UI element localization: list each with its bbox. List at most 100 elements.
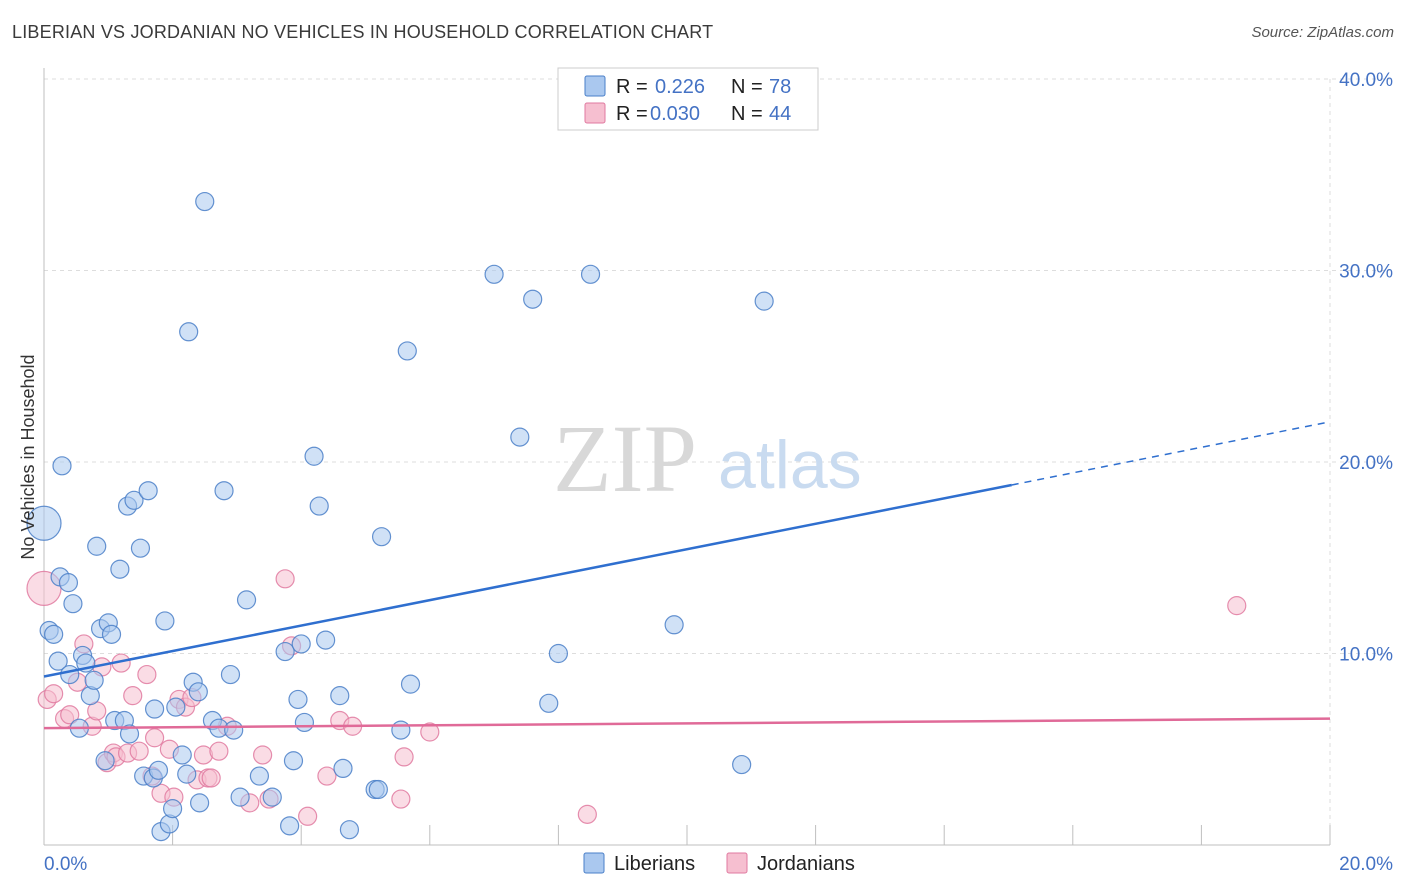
liberian-point-20 (110, 559, 130, 579)
legend-r-label-jordanian: R = (616, 103, 648, 125)
series-label-jordanians: Jordanians (757, 853, 855, 875)
x-tick-label-0: 0.0% (44, 854, 87, 875)
liberian-point-6 (58, 573, 79, 593)
series-swatch-jordanians (726, 852, 748, 874)
liberian-point-60 (316, 630, 336, 650)
liberian-point-0 (26, 505, 62, 541)
liberian-point-8 (60, 664, 80, 685)
liberian-point-54 (283, 751, 304, 771)
jordanian-point-44 (577, 804, 597, 824)
liberian-point-71 (510, 427, 530, 447)
liberian-point-61 (330, 686, 350, 706)
liberian-point-7 (63, 594, 83, 614)
liberian-point-18 (101, 624, 122, 644)
jordanian-point-17 (137, 664, 157, 685)
liberian-point-70 (484, 264, 504, 284)
liberian-point-40 (188, 682, 208, 702)
liberian-point-65 (368, 779, 388, 800)
liberian-point-49 (236, 590, 257, 610)
jordanian-point-16 (129, 741, 149, 761)
x-tick-label-1: 20.0% (1339, 854, 1393, 875)
liberian-point-78 (754, 291, 774, 311)
legend-n-label-jordanian: N = (731, 103, 763, 125)
liberian-point-75 (580, 264, 601, 284)
jordanian-point-4 (60, 705, 80, 725)
jordanian-point-38 (317, 766, 337, 786)
liberian-point-73 (539, 693, 559, 713)
liberian-point-67 (391, 720, 411, 740)
legend-r-value-jordanian: 0.030 (650, 103, 700, 125)
jordanian-point-41 (391, 789, 411, 809)
liberian-point-46 (220, 664, 241, 685)
liberian-point-63 (339, 820, 360, 840)
liberian-point-72 (523, 289, 543, 309)
legend-n-value-jordanian: 44 (769, 103, 791, 125)
liberian-point-74 (548, 643, 569, 664)
jordanian-point-15 (123, 686, 143, 706)
legend-swatch-liberian (584, 75, 606, 97)
jordanian-point-45 (1227, 596, 1247, 616)
jordanian-point-35 (275, 569, 295, 589)
y-tick-label-3: 40.0% (1339, 70, 1393, 91)
legend-n-label-liberian: N = (731, 76, 763, 98)
series-swatch-liberians (583, 852, 605, 874)
y-tick-label-2: 30.0% (1339, 262, 1393, 283)
liberian-point-45 (214, 481, 234, 501)
liberian-point-55 (288, 689, 308, 710)
liberian-point-4 (48, 651, 68, 671)
legend-r-label-liberian: R = (616, 76, 648, 98)
liberian-point-1 (52, 456, 72, 476)
liberian-point-62 (333, 758, 353, 779)
liberian-point-41 (190, 793, 210, 813)
legend-r-value-liberian: 0.226 (655, 76, 705, 98)
liberian-point-51 (262, 787, 282, 807)
liberian-point-30 (148, 760, 169, 780)
jordanian-point-19 (144, 728, 165, 748)
chart-title: LIBERIAN VS JORDANIAN NO VEHICLES IN HOU… (12, 22, 714, 42)
liberian-point-50 (249, 766, 270, 786)
axes (43, 68, 1331, 846)
jordanian-point-42 (394, 747, 414, 767)
liberian-point-37 (177, 764, 197, 784)
liberian-point-69 (400, 674, 421, 694)
y-tick-label-1: 20.0% (1339, 453, 1393, 474)
liberian-point-34 (163, 799, 183, 819)
trend-lines (43, 421, 1331, 730)
jordanian-point-29 (201, 768, 221, 788)
jordanian-points (26, 569, 1247, 826)
liberian-point-14 (87, 536, 107, 556)
liberian-point-66 (371, 527, 392, 547)
liberian-point-24 (124, 490, 144, 510)
legend-swatch-jordanian (584, 102, 606, 124)
liberian-point-38 (179, 322, 199, 342)
liberian-point-27 (138, 481, 158, 501)
liberian-point-29 (144, 699, 165, 719)
grid-lines (44, 78, 1390, 845)
jordanian-point-43 (420, 722, 440, 742)
jordanian-point-37 (298, 806, 318, 826)
legend-n-value-liberian: 78 (769, 76, 791, 98)
y-tick-label-0: 10.0% (1339, 645, 1393, 666)
liberian-point-48 (230, 787, 250, 807)
liberian-point-76 (664, 615, 684, 635)
series-label-liberians: Liberians (614, 853, 695, 875)
jordanian-trend-line (43, 717, 1331, 730)
liberian-points (26, 191, 774, 842)
tick-labels: 10.0% 20.0% 30.0% 40.0% 0.0% 20.0% (44, 70, 1393, 875)
liberian-point-57 (294, 712, 315, 733)
liberian-point-42 (195, 191, 215, 212)
liberian-point-58 (304, 446, 324, 466)
liberian-point-3 (44, 624, 64, 644)
liberian-point-35 (166, 697, 186, 717)
liberian-point-53 (280, 816, 300, 836)
liberian-point-68 (397, 341, 417, 361)
stats-legend: R = 0.226 N = 78 R = 0.030 N = 44 (557, 67, 819, 131)
liberian-point-23 (119, 724, 140, 744)
liberian-point-59 (309, 496, 329, 516)
jordanian-point-33 (253, 745, 273, 765)
liberian-point-52 (275, 641, 295, 662)
y-axis-label: No Vehicles in Household (18, 354, 38, 559)
watermark-atlas: atlas (718, 427, 862, 503)
liberian-trend-line (43, 483, 1012, 678)
